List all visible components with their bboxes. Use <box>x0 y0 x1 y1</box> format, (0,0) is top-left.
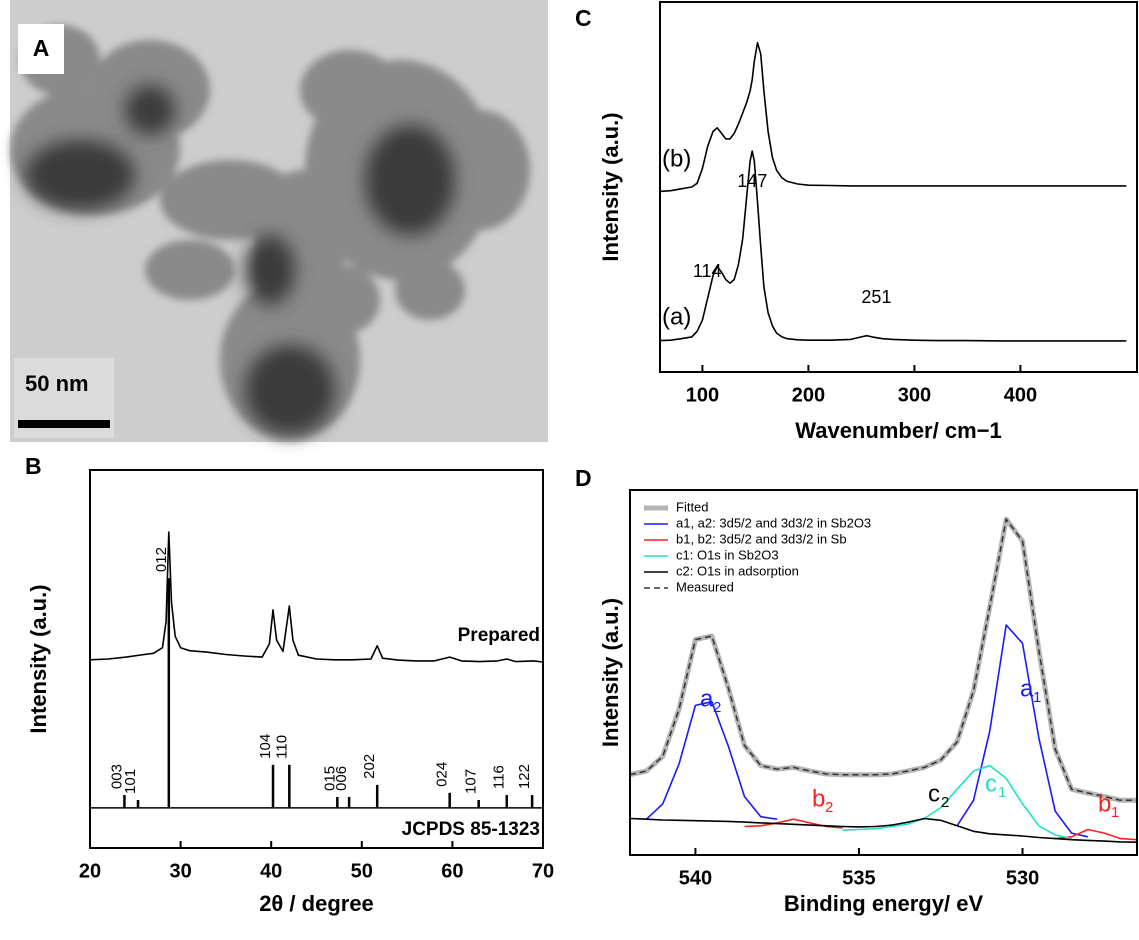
series-label: (b) <box>662 145 691 172</box>
series-line <box>744 818 1138 841</box>
annotation: a <box>1020 675 1034 702</box>
legend-label: c1: O1s in Sb2O3 <box>676 547 779 562</box>
peak-index-label: 202 <box>361 754 378 779</box>
series-line <box>629 518 1137 802</box>
series-label: Prepared <box>458 625 540 646</box>
x-axis-label: 2θ / degree <box>259 891 374 916</box>
series-line <box>659 41 1127 193</box>
x-tick-label: 40 <box>260 860 282 882</box>
x-tick-label: 400 <box>1004 384 1037 406</box>
annotation-subscript: 2 <box>941 794 949 811</box>
peak-index-label: 116 <box>491 765 508 789</box>
peak-index-label: 024 <box>434 762 451 787</box>
peak-index-label: 107 <box>463 769 480 794</box>
annotation-subscript: 1 <box>1033 689 1041 706</box>
peak-index-label: 104 <box>257 734 274 759</box>
annotation: c <box>928 780 940 807</box>
annotation-subscript: 1 <box>1111 804 1119 821</box>
x-tick-label: 50 <box>351 860 373 882</box>
series-label: JCPDS 85-1323 <box>402 819 540 840</box>
annotation: a <box>700 685 714 712</box>
panel-label: B <box>25 453 42 479</box>
legend-label: a1, a2: 3d5/2 and 3d3/2 in Sb2O3 <box>676 515 871 530</box>
x-tick-label: 535 <box>842 867 875 889</box>
annotation: c <box>985 770 997 797</box>
x-tick-label: 530 <box>1006 867 1039 889</box>
y-axis-label: Intensity (a.u.) <box>598 112 623 261</box>
y-axis-label: Intensity (a.u.) <box>598 598 623 747</box>
annotation-subscript: 2 <box>713 699 721 716</box>
peak-index-label: 110 <box>273 735 290 759</box>
scale-bar-label: 50 nm <box>25 371 89 396</box>
series-line <box>89 531 544 663</box>
peak-index-label: 006 <box>333 766 350 791</box>
panel-label: D <box>575 465 592 491</box>
scale-bar <box>18 420 110 428</box>
x-tick-label: 60 <box>441 860 463 882</box>
tem-image: A 50 nm <box>10 0 548 442</box>
peak-label: 251 <box>861 287 891 307</box>
x-tick-label: 20 <box>79 860 101 882</box>
panel-label: C <box>575 5 592 31</box>
legend-label: c2: O1s in adsorption <box>676 563 799 578</box>
x-axis-label: Binding energy/ eV <box>784 891 984 916</box>
series-label: (a) <box>662 303 691 330</box>
plot-frame <box>629 489 1138 856</box>
annotation-subscript: 2 <box>825 799 833 816</box>
annotation: b <box>1098 790 1111 817</box>
x-tick-label: 300 <box>898 384 931 406</box>
x-axis-label: Wavenumber/ cm−1 <box>795 418 1001 443</box>
plot-frame <box>659 1 1138 373</box>
plot-frame <box>89 469 544 849</box>
y-axis-label: Intensity (a.u.) <box>26 584 51 733</box>
peak-index-label: 015 <box>321 766 338 791</box>
series-line <box>659 150 1127 342</box>
peak-label: 147 <box>737 171 767 191</box>
legend-label: Measured <box>676 579 734 594</box>
panel-label: A <box>33 35 50 61</box>
series-line <box>645 624 1089 838</box>
x-tick-label: 200 <box>792 384 825 406</box>
legend-label: b1, b2: 3d5/2 and 3d3/2 in Sb <box>676 531 847 546</box>
x-tick-label: 100 <box>686 384 719 406</box>
legend-label: Fitted <box>676 499 709 514</box>
annotation: b <box>812 785 825 812</box>
x-tick-label: 540 <box>679 867 712 889</box>
peak-index-label: 012 <box>153 547 170 572</box>
x-tick-label: 30 <box>169 860 191 882</box>
annotation-subscript: 1 <box>998 784 1006 801</box>
peak-index-label: 003 <box>108 764 125 789</box>
series-line <box>629 817 1138 843</box>
x-tick-label: 70 <box>532 860 554 882</box>
peak-label: 114 <box>693 261 722 281</box>
peak-index-label: 101 <box>122 769 139 794</box>
peak-index-label: 122 <box>516 764 533 789</box>
series-line <box>842 764 1072 840</box>
